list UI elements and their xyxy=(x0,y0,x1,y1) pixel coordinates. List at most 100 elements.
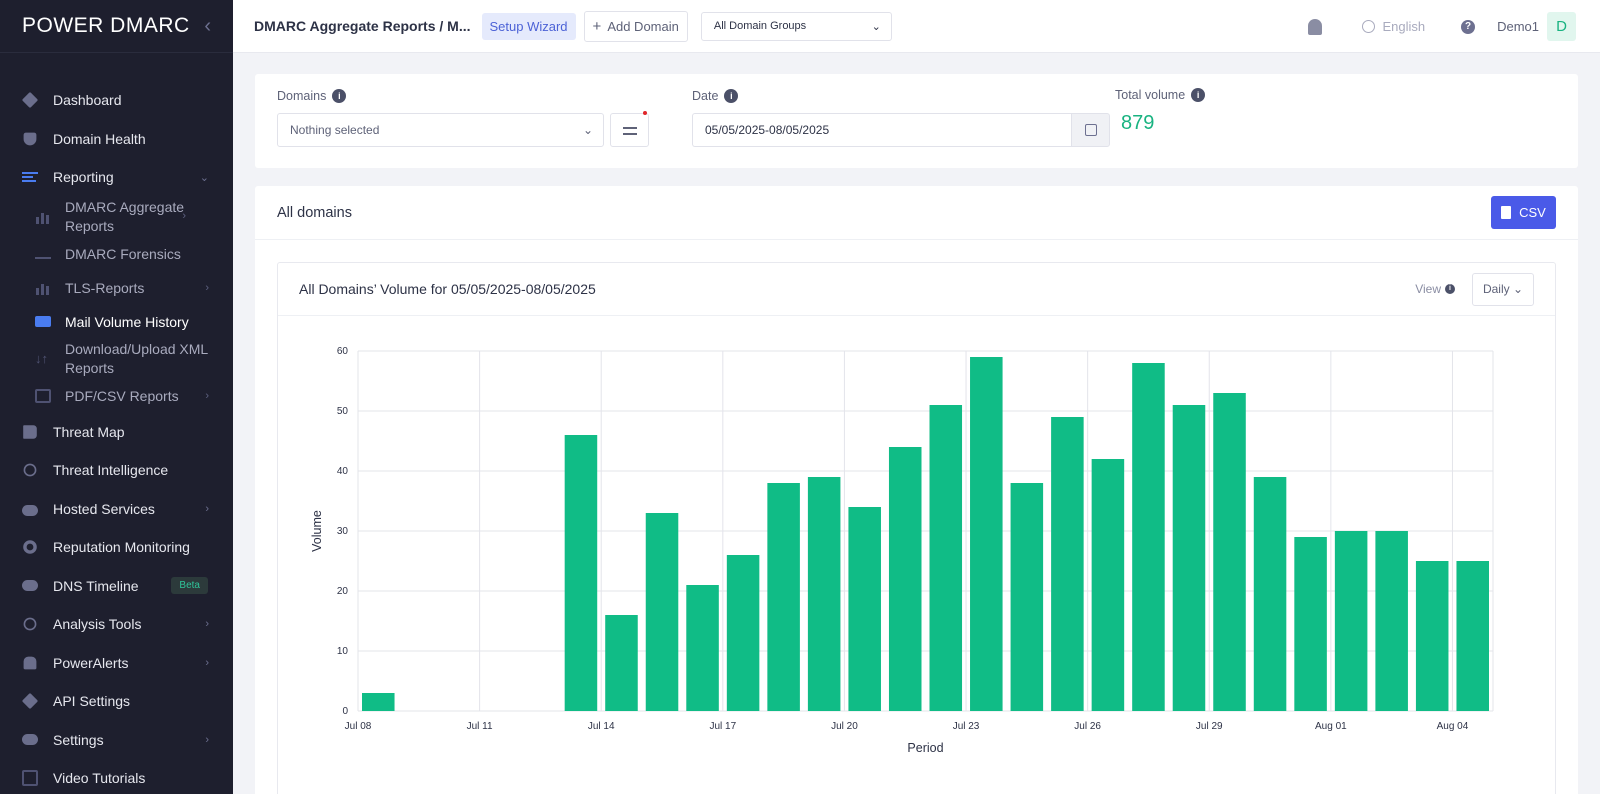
info-icon[interactable]: i xyxy=(332,89,347,103)
x-tick-label: Jul 14 xyxy=(588,721,615,732)
language-selector[interactable]: English xyxy=(1382,19,1426,34)
main-card-header: All domains CSV xyxy=(255,186,1578,240)
x-tick-label: Jul 17 xyxy=(709,721,736,732)
bar-jul-19 xyxy=(807,477,841,711)
sidebar-subitem-mail-volume-history[interactable]: Mail Volume History xyxy=(0,305,233,339)
bar-jul-27 xyxy=(1132,363,1165,711)
sidebar-subitem-label: DMARC Forensics xyxy=(65,245,181,262)
y-axis-label: Volume xyxy=(310,510,324,552)
domains-label-text: Domains xyxy=(277,89,327,103)
sidebar-item-hosted-services[interactable]: Hosted Services › xyxy=(0,490,233,529)
sidebar-item-domain-health[interactable]: Domain Health xyxy=(0,120,233,159)
threat-intelligence-icon xyxy=(23,463,37,477)
date-range-input[interactable]: 05/05/2025-08/05/2025 xyxy=(692,113,1071,147)
sidebar: POWER DMARC ‹ Dashboard Domain Health Re… xyxy=(0,0,233,794)
bar-jul-21 xyxy=(888,447,922,711)
collapse-sidebar-icon[interactable]: ‹ xyxy=(204,14,211,37)
domains-select-value: Nothing selected xyxy=(290,123,380,137)
view-period-select[interactable]: Daily ⌄ xyxy=(1472,272,1534,306)
x-tick-label: Jul 20 xyxy=(831,721,858,732)
sidebar-item-dns-timeline[interactable]: DNS Timeline Beta xyxy=(0,567,233,606)
dashboard-icon xyxy=(21,92,39,109)
mail-icon xyxy=(35,316,51,327)
info-icon[interactable]: i xyxy=(724,89,739,103)
sidebar-item-reporting[interactable]: Reporting ⌄ xyxy=(0,158,233,197)
sidebar-subitem-pdf-csv-reports[interactable]: PDF/CSV Reports › xyxy=(0,379,233,413)
main-card: All domains CSV All Domains’ Volume for … xyxy=(255,186,1578,794)
sidebar-item-label: API Settings xyxy=(53,693,131,710)
sidebar-subitem-download-upload-xml[interactable]: ↓↑ Download/Upload XML Reports xyxy=(0,339,233,379)
bar-jul-20 xyxy=(848,507,881,711)
view-period-value: Daily xyxy=(1482,282,1510,296)
avatar[interactable]: D xyxy=(1547,12,1576,41)
pulse-icon xyxy=(35,250,51,259)
bar-jul-31 xyxy=(1294,537,1327,711)
sidebar-item-label: Dashboard xyxy=(53,92,122,109)
filter-card: Domains i Nothing selected ⌄ Date i 05/05/2… xyxy=(255,74,1578,168)
bar-jul-08 xyxy=(362,693,395,711)
sidebar-nav: Dashboard Domain Health Reporting ⌄ DMARC… xyxy=(0,53,233,794)
bar-jul-28 xyxy=(1172,405,1206,711)
sidebar-subitem-dmarc-forensics[interactable]: DMARC Forensics xyxy=(0,237,233,271)
sidebar-item-poweralerts[interactable]: PowerAlerts › xyxy=(0,644,233,683)
chevron-right-icon: › xyxy=(205,389,209,402)
sidebar-subitem-dmarc-aggregate[interactable]: DMARC Aggregate Reports › xyxy=(0,197,210,237)
sidebar-item-label: Analysis Tools xyxy=(53,616,142,633)
sidebar-item-analysis-tools[interactable]: Analysis Tools › xyxy=(0,605,233,644)
user-name[interactable]: Demo1 xyxy=(1497,19,1539,34)
view-label-text: View xyxy=(1415,282,1441,296)
chart-header: All Domains’ Volume for 05/05/2025-08/05… xyxy=(278,263,1555,316)
alert-icon xyxy=(23,656,37,670)
sidebar-item-label: Settings xyxy=(53,731,104,748)
chart-title: All Domains’ Volume for 05/05/2025-08/05… xyxy=(299,281,596,297)
bar-jul-14 xyxy=(605,615,638,711)
setup-wizard-button[interactable]: Setup Wizard xyxy=(481,12,576,40)
y-tick-label: 20 xyxy=(337,586,349,597)
view-label: View i xyxy=(1415,282,1455,296)
filter-settings-button[interactable] xyxy=(610,113,649,147)
sidebar-subitem-tls-reports[interactable]: TLS-Reports › xyxy=(0,271,233,305)
domains-select[interactable]: Nothing selected ⌄ xyxy=(277,113,604,147)
info-icon[interactable]: i xyxy=(1191,88,1206,102)
x-tick-label: Aug 01 xyxy=(1315,721,1347,732)
sidebar-item-threat-map[interactable]: Threat Map xyxy=(0,413,233,452)
sidebar-item-settings[interactable]: Settings › xyxy=(0,721,233,760)
sidebar-item-threat-intelligence[interactable]: Threat Intelligence xyxy=(0,451,233,490)
calendar-button[interactable] xyxy=(1071,113,1110,147)
sidebar-item-reputation-monitoring[interactable]: Reputation Monitoring xyxy=(0,528,233,567)
section-title: All domains xyxy=(277,204,352,221)
info-icon[interactable]: i xyxy=(1445,284,1455,294)
y-tick-label: 50 xyxy=(337,406,349,417)
y-tick-label: 40 xyxy=(337,466,349,477)
sidebar-item-label: Reporting xyxy=(53,169,114,186)
timeline-icon xyxy=(22,580,38,592)
chevron-right-icon: › xyxy=(205,281,209,294)
bar-jul-25 xyxy=(1051,417,1084,711)
calendar-icon xyxy=(1085,124,1097,136)
bar-jul-13 xyxy=(564,435,598,711)
total-volume-value: 879 xyxy=(1121,112,1155,134)
brand-logo[interactable]: POWER DMARC xyxy=(22,14,190,37)
reporting-icon xyxy=(22,169,38,186)
chevron-right-icon: › xyxy=(205,618,209,631)
chevron-down-icon: ⌄ xyxy=(582,123,593,137)
sliders-icon-line xyxy=(623,133,637,135)
cloud-icon xyxy=(22,504,38,516)
sidebar-subitem-label: PDF/CSV Reports xyxy=(65,387,179,404)
sidebar-item-video-tutorials[interactable]: Video Tutorials xyxy=(0,759,233,794)
total-volume-label: Total volume i xyxy=(1115,88,1206,102)
domain-groups-select[interactable]: All Domain Groups ⌄ xyxy=(700,11,892,41)
x-tick-label: Jul 23 xyxy=(953,721,980,732)
add-domain-button[interactable]: + Add Domain xyxy=(583,10,688,42)
sidebar-item-dashboard[interactable]: Dashboard xyxy=(0,81,233,120)
sidebar-item-api-settings[interactable]: API Settings xyxy=(0,682,233,721)
settings-icon xyxy=(22,734,38,746)
sidebar-item-label: DNS Timeline xyxy=(53,577,139,594)
help-icon[interactable]: ? xyxy=(1461,19,1476,34)
csv-export-button[interactable]: CSV xyxy=(1491,196,1556,229)
bar-jul-24 xyxy=(1010,483,1044,711)
sidebar-item-label: Threat Map xyxy=(53,423,125,440)
date-label: Date i xyxy=(692,89,739,103)
top-bar: DMARC Aggregate Reports / M... Setup Wiz… xyxy=(233,0,1600,53)
bell-icon[interactable] xyxy=(1308,18,1323,35)
